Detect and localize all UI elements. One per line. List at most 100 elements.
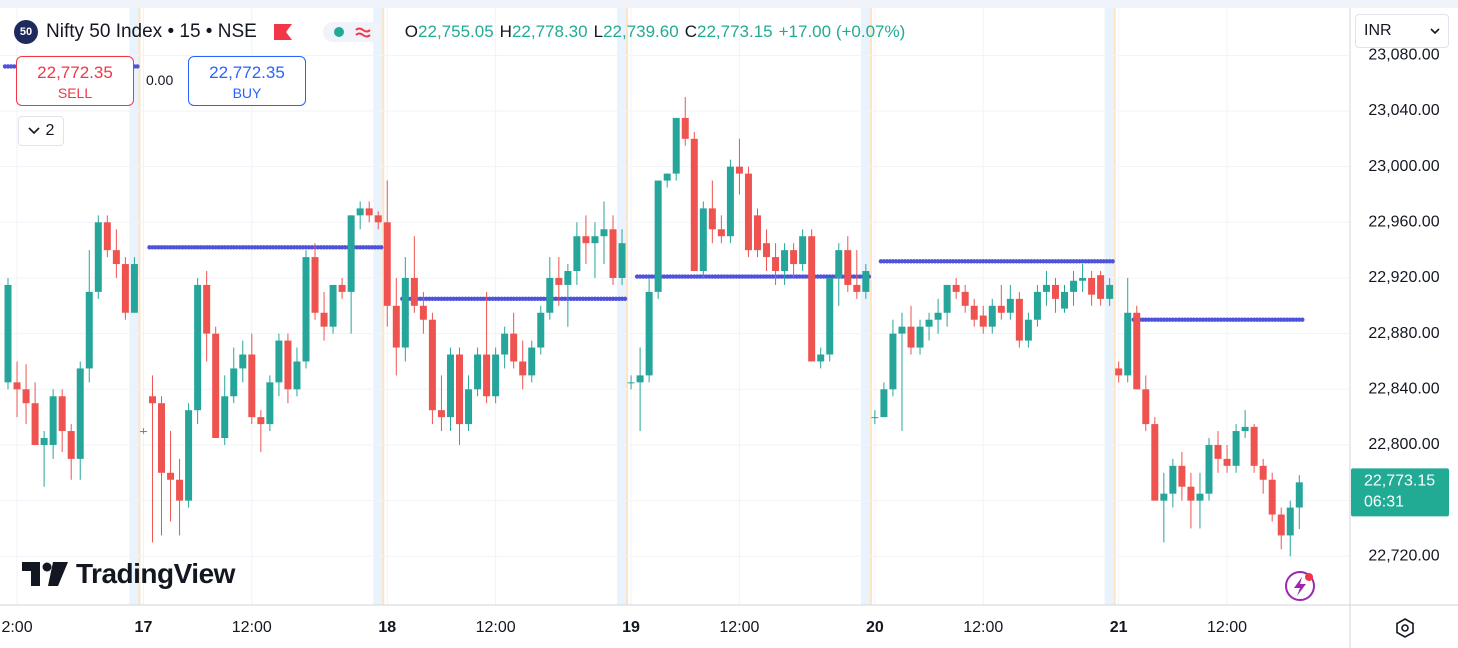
indicator-dot [1263,317,1269,322]
logo-mark [22,562,68,586]
candle-body [356,208,364,216]
candle-body [1015,298,1023,341]
dropdown-icon [1430,27,1440,34]
candle-body [176,479,184,501]
sell-button[interactable]: 22,772.35 SELL [16,56,134,106]
candle-body [591,236,599,244]
candle-body [763,243,771,258]
candle-body [392,305,400,348]
indicator-dot [586,296,592,302]
candle-body [1070,280,1078,292]
candle-body [753,215,761,251]
candle-body [1133,312,1141,390]
candle-body [528,347,536,376]
symbol-title[interactable]: Nifty 50 Index • 15 • NSE [46,21,257,42]
change-value: +17.00 (+0.07%) [778,22,906,41]
indicator-dot [252,245,258,250]
candle-body [663,173,671,181]
candle-body [121,264,129,313]
indicator-dot [1110,259,1115,264]
indicator-dot [749,274,754,279]
ohlc-value: 22,755.05 [418,22,494,41]
candle-body [555,277,563,285]
indicator-dot [1273,317,1278,322]
candle-body [880,389,888,418]
market-open-dot [333,27,344,37]
candle-body [221,396,229,439]
tradingview-logo[interactable]: TradingView [22,558,235,590]
indicator-dot [975,259,980,264]
indicator-dot [731,274,736,279]
indicator-dot [505,296,510,302]
indicator-dot [1047,259,1052,264]
indicator-dot [1002,259,1007,264]
indicator-dot [1083,259,1088,264]
candle-body [22,389,30,404]
indicator-dot [1173,317,1179,322]
indicator-dot [740,274,745,279]
status-pill[interactable] [322,22,381,42]
ohlc-key: H [499,22,512,41]
logo-text: TradingView [76,558,235,589]
indicator-dot [207,245,212,250]
indicator-dot [180,245,185,250]
indicator-dot [767,274,772,279]
candle-body [13,382,21,390]
indicator-dot [667,274,673,279]
indicator-dot [261,245,267,250]
indicator-dot [424,296,429,302]
delay-icon [355,27,371,38]
indicator-dot [360,245,366,250]
indicator-dot [1101,259,1106,264]
currency-select[interactable]: INR [1355,14,1449,48]
spread: 0.00 [146,72,174,88]
indicator-dot [830,274,835,279]
indicator-dot [568,296,574,302]
candle-body [537,312,545,348]
candle-body [410,277,418,306]
candle-body [347,215,355,292]
indicator-dot [794,274,799,279]
indicator-dot [451,296,456,302]
candle-body [690,138,698,272]
lightning-button[interactable] [1283,569,1317,603]
indicator-dot [162,245,167,250]
y-tick-label: 22,800.00 [1368,436,1439,453]
indicator-dot [604,296,610,302]
ohlc-item: H22,778.30 [500,22,588,42]
x-tick-label: 12:00 [719,619,759,636]
candle-body [907,326,915,348]
candle-body [1160,493,1168,501]
y-tick-label: 23,080.00 [1368,47,1439,64]
x-tick-label: 17 [135,619,153,636]
flag-icon[interactable] [273,23,293,41]
indicator-dot [135,64,140,69]
indicators-toggle[interactable]: 2 [18,116,64,146]
indicator-dot [893,259,899,264]
candle-body [817,354,825,362]
y-tick-label: 22,720.00 [1368,548,1439,565]
sell-price: 22,772.35 [37,63,113,82]
candle-body [31,403,39,445]
ohlc-key: C [684,22,697,41]
buy-button[interactable]: 22,772.35 BUY [188,56,306,106]
indicator-dot [640,274,646,279]
settings-button[interactable] [1393,616,1417,640]
candle-body [916,326,924,348]
indicator-dot [577,296,583,302]
indicator-dot [993,259,998,264]
candle-body [1223,458,1231,466]
candle-body [419,305,427,320]
candle-body [266,382,274,425]
indicator-dot [929,259,935,264]
y-tick-label: 23,000.00 [1368,158,1439,175]
indicator-dot [541,296,546,302]
candle-body [338,284,346,292]
candle-body [1259,465,1267,480]
candle-body [519,361,527,376]
candle-body [311,257,319,313]
candle-body [871,417,879,419]
candle-body [582,236,590,244]
y-tick-label: 22,840.00 [1368,381,1439,398]
indicator-dot [984,259,989,264]
